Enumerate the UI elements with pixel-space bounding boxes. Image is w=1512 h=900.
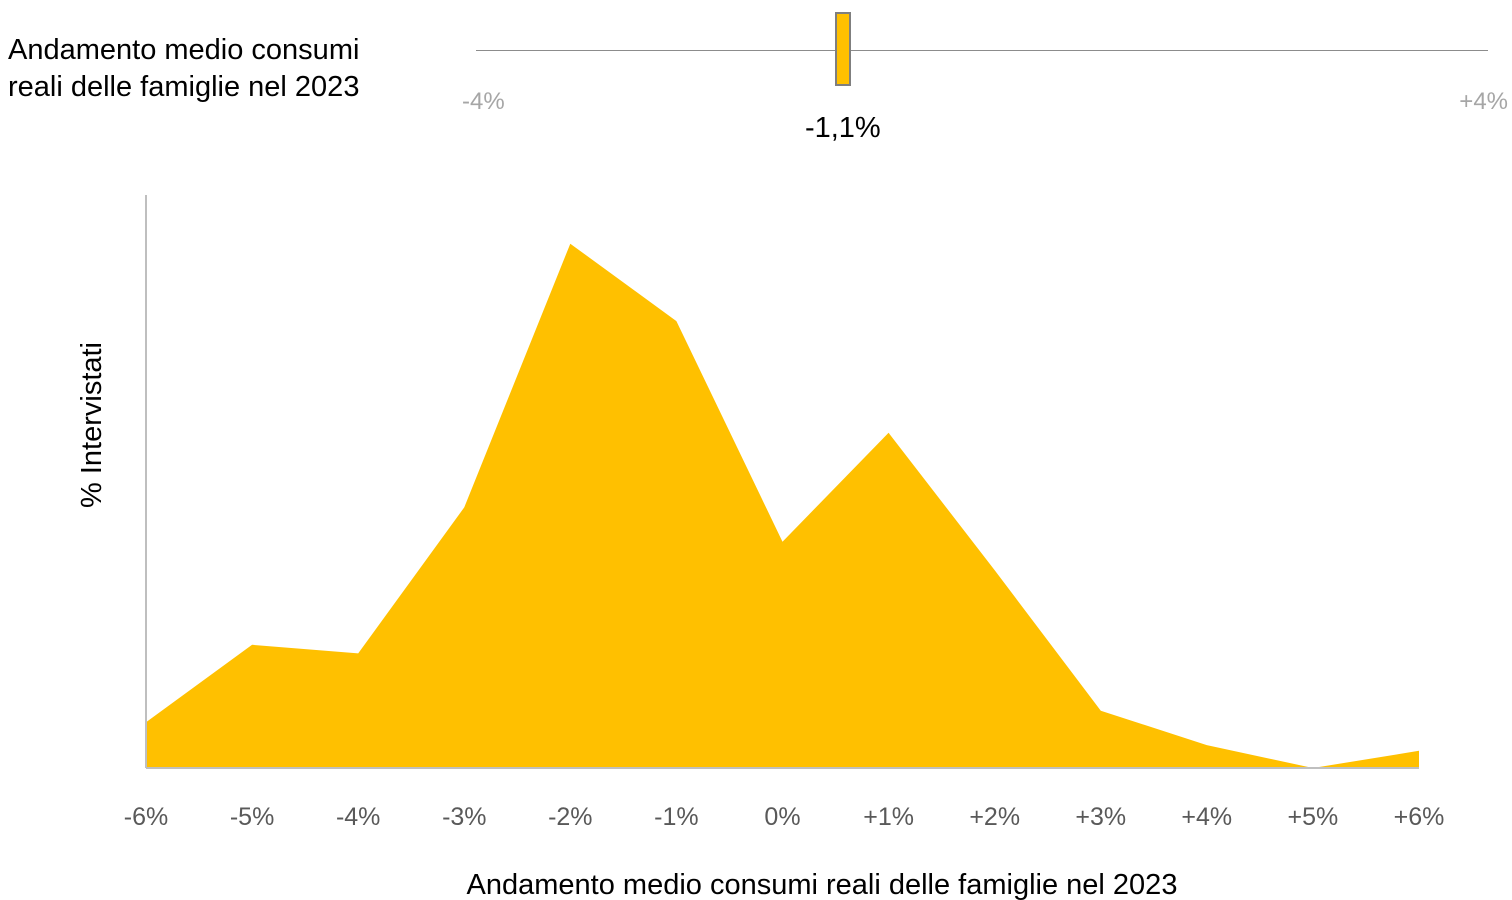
x-tick-label: 0% xyxy=(764,803,800,831)
x-axis-title: Andamento medio consumi reali delle fami… xyxy=(467,869,1178,900)
x-tick-label: +5% xyxy=(1288,803,1339,831)
x-tick-label: -5% xyxy=(230,803,274,831)
indicator-max-label: +4% xyxy=(1459,88,1508,115)
x-tick-label: +6% xyxy=(1394,803,1445,831)
x-tick-label: +1% xyxy=(863,803,914,831)
indicator-label-line1: Andamento medio consumi xyxy=(8,34,360,66)
x-tick-label: -6% xyxy=(124,803,168,831)
indicator-min-label: -4% xyxy=(462,88,505,115)
x-tick-label: +3% xyxy=(1075,803,1126,831)
x-tick-label: -2% xyxy=(548,803,592,831)
x-tick-label: -3% xyxy=(442,803,486,831)
indicator-label-line2: reali delle famiglie nel 2023 xyxy=(8,71,360,103)
chart-axis-layer xyxy=(145,195,1419,769)
x-tick-label: +4% xyxy=(1181,803,1232,831)
x-tick-label: +2% xyxy=(969,803,1020,831)
indicator-track xyxy=(476,50,1488,51)
x-tick-label: -1% xyxy=(654,803,698,831)
indicator-marker xyxy=(834,12,851,86)
indicator-value-label: -1,1% xyxy=(804,112,881,144)
y-axis-title: % Intervistati xyxy=(76,342,108,508)
x-tick-label: -4% xyxy=(336,803,380,831)
chart-ticks-layer: -6% -5% -4% -3% -2% -1% 0% +1% +2% +3% +4% +5% +6% xyxy=(124,803,1445,831)
chart-area-layer xyxy=(146,243,1419,768)
indicator-label: Andamento medio consumi reali delle fami… xyxy=(8,32,428,106)
area-series xyxy=(146,243,1419,768)
